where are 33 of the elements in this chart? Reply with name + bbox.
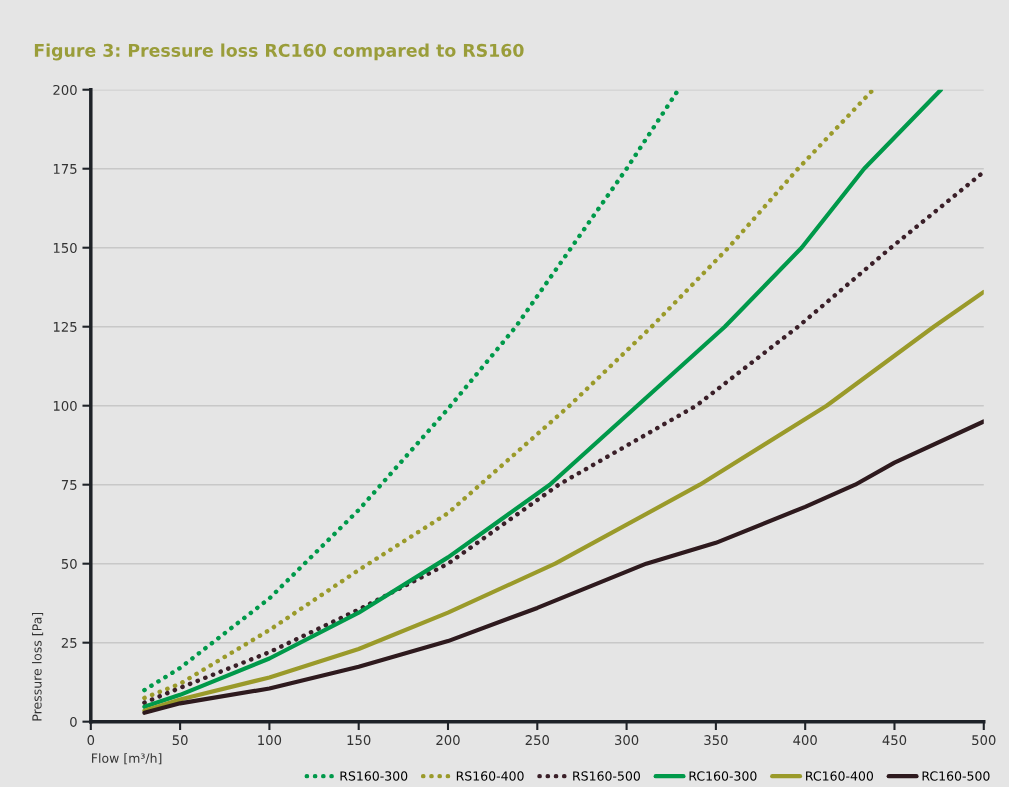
y-tick-label: 175 [53, 164, 77, 174]
x-tick-label: 300 [615, 735, 639, 746]
line-series [142, 169, 984, 705]
x-axis-title: Flow [m³/h] [92, 753, 162, 765]
x-tick-label: 150 [347, 735, 371, 746]
legend-label: RC160-400 [806, 771, 874, 781]
x-tick-label: 50 [172, 735, 188, 746]
y-tick-label: 125 [53, 321, 77, 332]
legend-label: RS160-500 [573, 771, 640, 781]
y-tick-label: 75 [61, 480, 77, 490]
y-tick-label: 0 [70, 716, 77, 727]
legend-label: RC160-300 [689, 771, 757, 781]
x-tick-label: 0 [87, 735, 95, 746]
x-tick-label: 100 [258, 735, 282, 746]
legend-label: RS160-400 [456, 771, 524, 781]
y-tick-label: 50 [61, 558, 77, 569]
y-tick-label: 100 [53, 400, 77, 411]
y-tick-label: 150 [53, 242, 77, 253]
y-tick-label: 200 [53, 84, 77, 95]
legend-label: RC160-500 [922, 771, 990, 781]
x-tick-label: 250 [525, 735, 550, 746]
x-tick-label: 400 [793, 735, 817, 746]
x-tick-label: 500 [972, 735, 996, 746]
y-tick-label: 25 [61, 637, 77, 648]
chart-title: Figure 3: Pressure loss RC160 compared to RS160 [34, 43, 524, 61]
line-series [142, 289, 984, 713]
x-tick-label: 200 [436, 735, 460, 746]
line-series [142, 89, 681, 693]
x-tick-label: 350 [704, 735, 728, 746]
legend-label: RS160-300 [340, 771, 408, 781]
line-series [142, 419, 984, 715]
x-tick-label: 450 [882, 735, 907, 746]
y-axis-title: Pressure loss [Pa] [32, 612, 44, 721]
